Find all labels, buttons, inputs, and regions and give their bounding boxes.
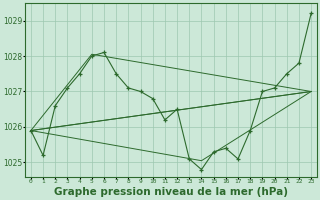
X-axis label: Graphe pression niveau de la mer (hPa): Graphe pression niveau de la mer (hPa) <box>54 187 288 197</box>
